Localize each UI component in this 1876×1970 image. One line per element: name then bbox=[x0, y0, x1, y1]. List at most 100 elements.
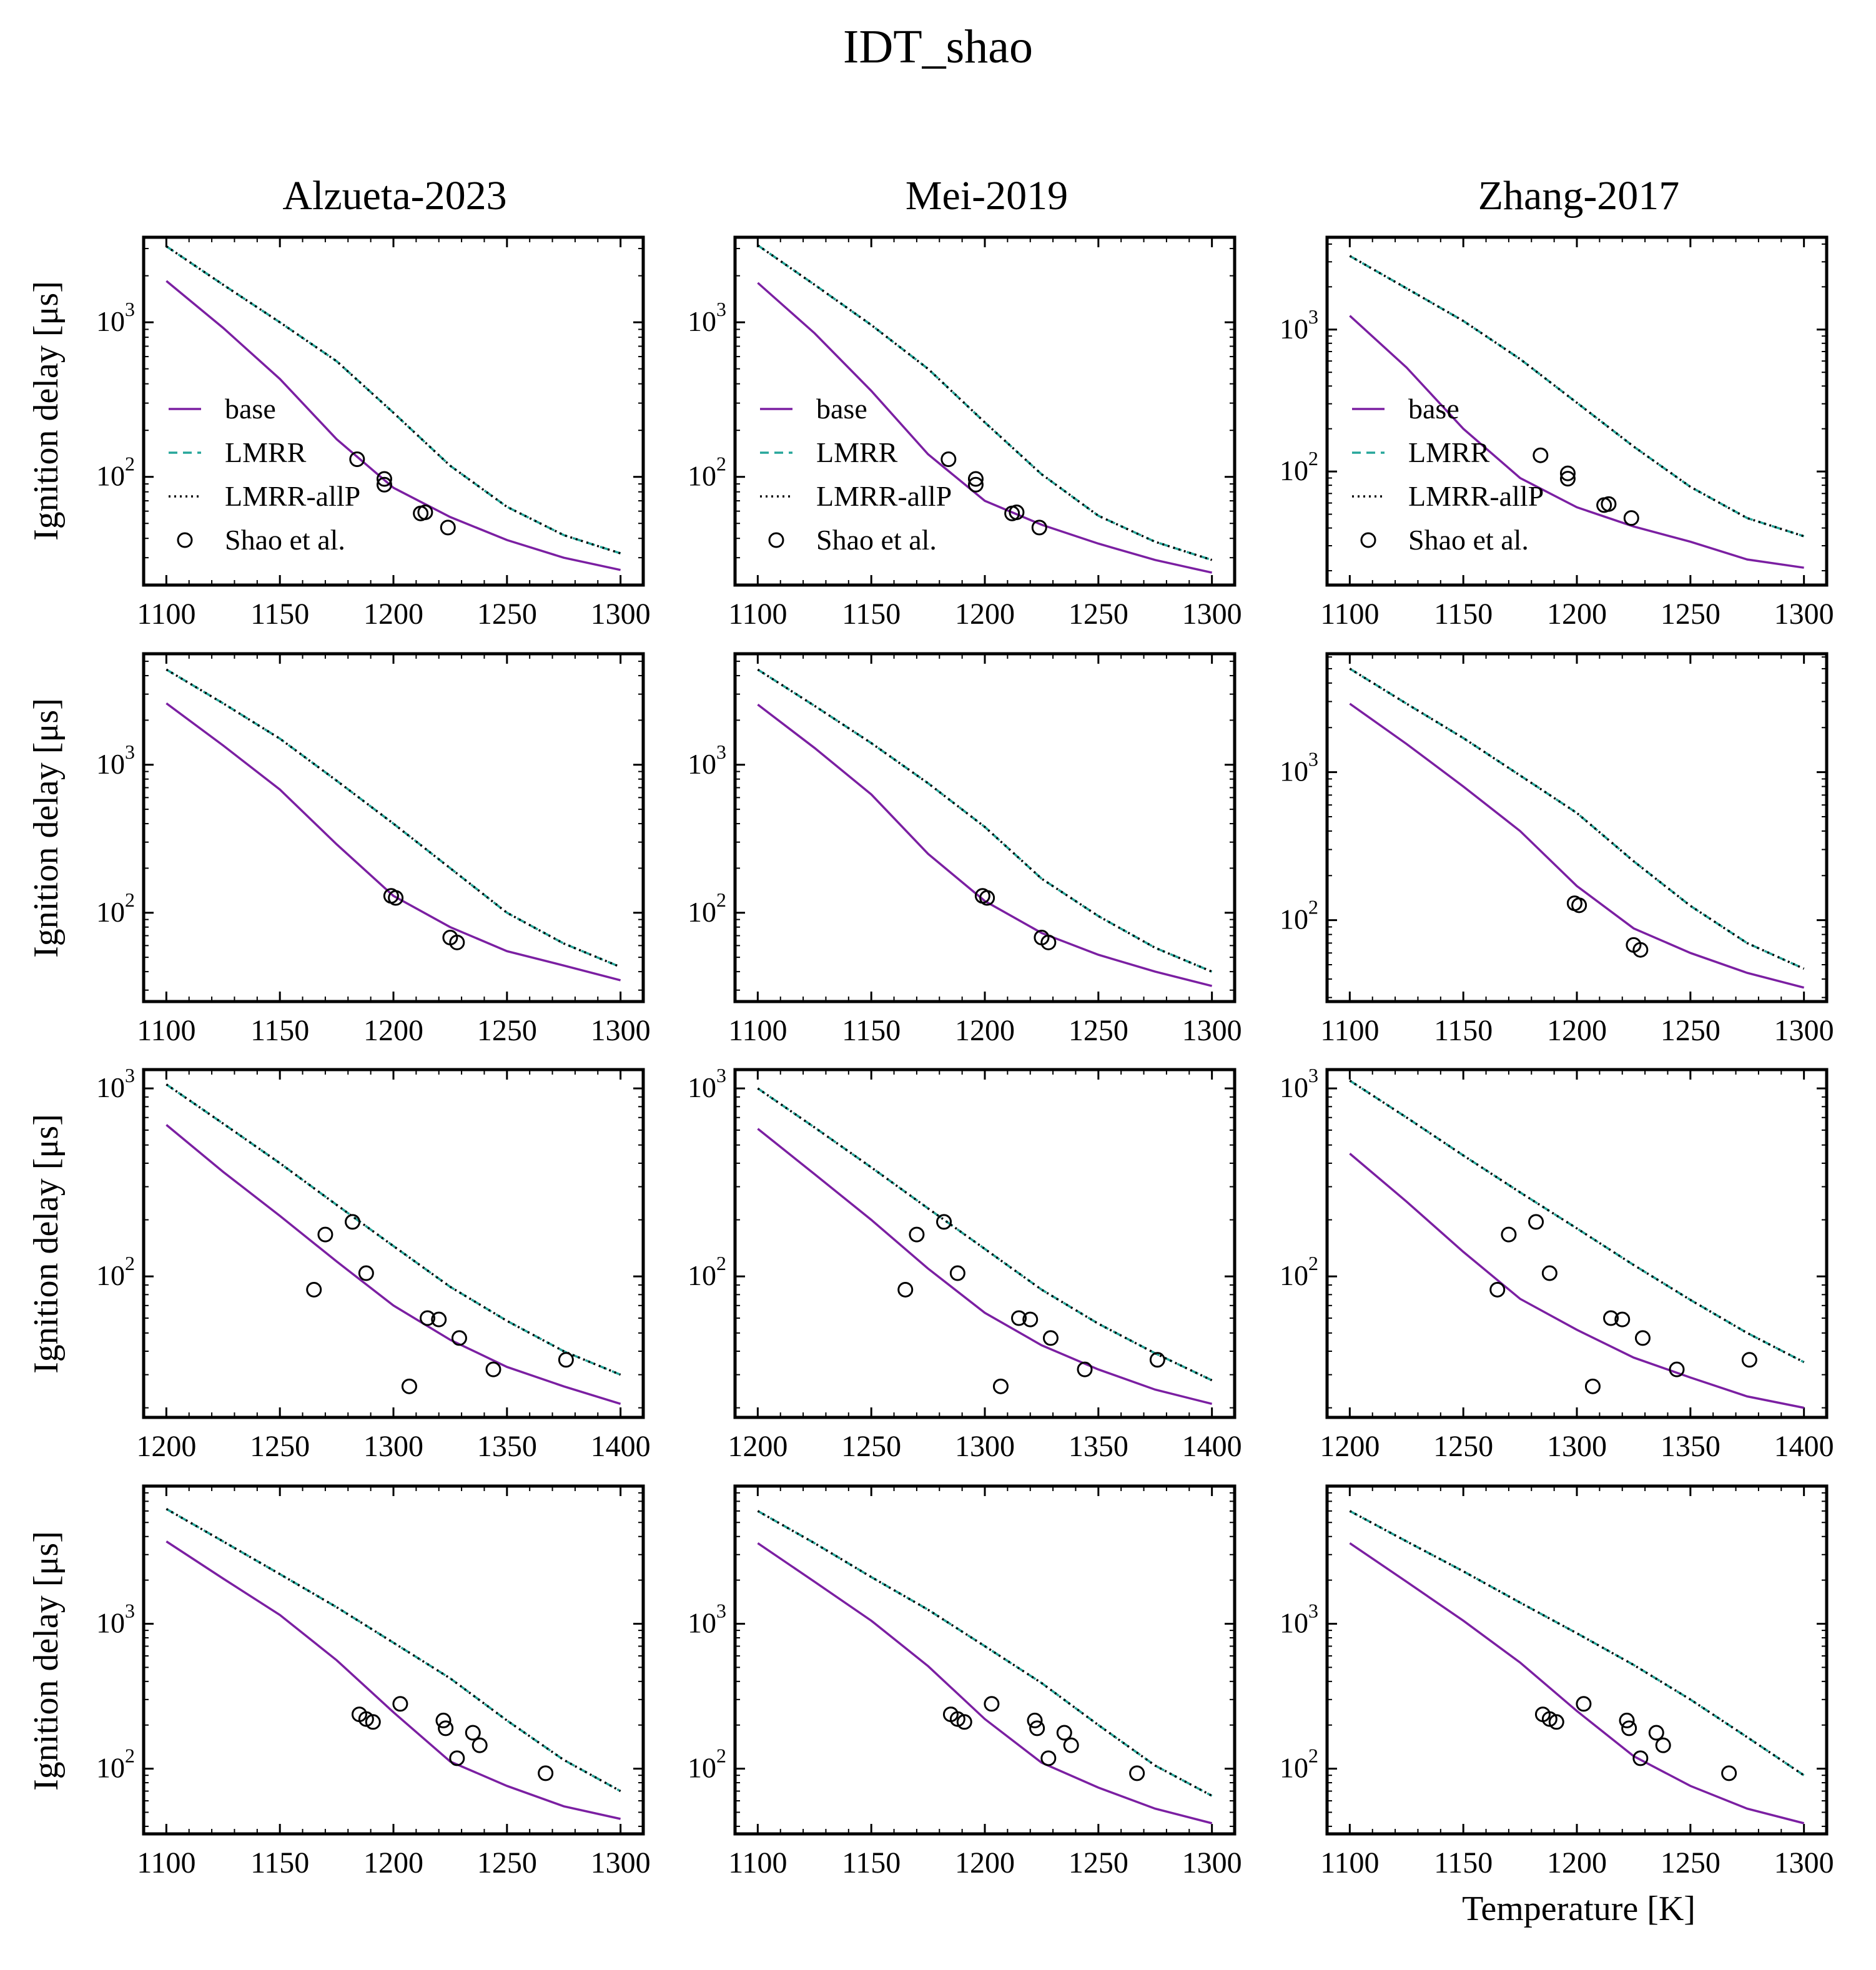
axes-frame bbox=[142, 1484, 645, 1836]
series-lmrr bbox=[1349, 667, 1805, 970]
series-lmrr bbox=[165, 1508, 621, 1793]
series-lmrr-allp bbox=[1349, 1510, 1805, 1776]
data-point bbox=[1149, 1352, 1165, 1368]
plot-area bbox=[757, 668, 1213, 987]
x-tick-label: 1300 bbox=[591, 598, 651, 631]
axes-frame bbox=[1325, 1484, 1829, 1836]
panel-2-2: 1200 1250 1300 1350 1400 102 103 bbox=[1280, 1064, 1834, 1463]
data-point bbox=[909, 1226, 925, 1243]
legend-label: LMRR bbox=[1408, 436, 1490, 468]
x-tick-label: 1200 bbox=[1547, 598, 1607, 631]
x-tick-label: 1150 bbox=[1434, 1846, 1493, 1879]
x-tick-label: 1300 bbox=[1774, 598, 1834, 631]
series-lmrr bbox=[1349, 1510, 1805, 1776]
series-lmrr-allp bbox=[757, 668, 1213, 973]
data-point bbox=[1489, 1281, 1506, 1298]
x-tick-label: 1200 bbox=[1320, 1430, 1380, 1463]
x-tick-label: 1400 bbox=[1182, 1430, 1242, 1463]
data-point bbox=[1501, 1226, 1517, 1243]
y-tick-label: 103 bbox=[688, 741, 726, 780]
data-point bbox=[438, 1720, 454, 1736]
x-tick-label: 1250 bbox=[477, 1014, 537, 1047]
x-tick-label: 1150 bbox=[1434, 598, 1493, 631]
plot-area bbox=[757, 1510, 1213, 1825]
data-point bbox=[1603, 1310, 1619, 1326]
x-tick-label: 1150 bbox=[842, 1846, 901, 1879]
data-point bbox=[1077, 1361, 1093, 1377]
data-point bbox=[435, 1712, 452, 1728]
legend-label: LMRR-allP bbox=[1408, 480, 1544, 512]
x-tick-label: 1400 bbox=[1774, 1430, 1834, 1463]
x-tick-label: 1300 bbox=[1182, 598, 1242, 631]
plot-area bbox=[165, 1083, 621, 1405]
series-lmrr-allp bbox=[1349, 255, 1805, 538]
series-lmrr bbox=[1349, 255, 1805, 538]
series-lmrr-allp bbox=[165, 1508, 621, 1793]
data-point bbox=[1601, 496, 1617, 512]
axes-frame bbox=[733, 652, 1237, 1003]
data-point bbox=[897, 1281, 914, 1298]
series-lmrr bbox=[165, 668, 621, 968]
panel-1-2: 1100 1150 1200 1250 1300 102 103 bbox=[1280, 652, 1834, 1047]
y-tick-label: 103 bbox=[1280, 305, 1318, 345]
y-tick-label: 103 bbox=[96, 298, 135, 337]
legend-label: LMRR-allP bbox=[816, 480, 952, 512]
legend-label: LMRR bbox=[816, 436, 898, 468]
data-point bbox=[1634, 1330, 1651, 1346]
plot-area bbox=[165, 1508, 621, 1820]
series-lmrr-allp bbox=[165, 1083, 621, 1376]
figure-title: IDT_shao bbox=[843, 21, 1033, 73]
y-axis-label-row-2: Ignition delay [μs] bbox=[27, 1114, 66, 1374]
series-base bbox=[757, 1542, 1213, 1825]
axes-frame bbox=[1325, 1068, 1829, 1419]
data-point bbox=[1031, 520, 1047, 536]
data-point bbox=[1559, 471, 1576, 487]
x-tick-label: 1200 bbox=[363, 1014, 423, 1047]
legend-label: Shao et al. bbox=[816, 524, 937, 556]
data-point bbox=[1632, 942, 1649, 958]
data-point bbox=[967, 476, 984, 493]
y-tick-label: 102 bbox=[1280, 447, 1318, 486]
x-tick-label: 1100 bbox=[1320, 1846, 1379, 1879]
data-point bbox=[984, 1696, 1000, 1712]
data-point bbox=[451, 1330, 467, 1346]
x-tick-label: 1150 bbox=[250, 598, 309, 631]
data-point bbox=[1559, 465, 1576, 481]
axes-frame bbox=[1325, 652, 1829, 1003]
panel-0-0: 1100 1150 1200 1250 1300 102 103 base LMRR LMRR-a… bbox=[96, 235, 651, 631]
x-tick-label: 1300 bbox=[1774, 1014, 1834, 1047]
data-point bbox=[440, 520, 456, 536]
data-point bbox=[1621, 1720, 1637, 1736]
series-lmrr-allp bbox=[757, 1087, 1213, 1382]
series-base bbox=[165, 1124, 621, 1405]
plot-area bbox=[1349, 1080, 1805, 1409]
series-lmrr-allp bbox=[1349, 1080, 1805, 1364]
series-lmrr-allp bbox=[757, 1510, 1213, 1797]
x-tick-label: 1100 bbox=[728, 598, 787, 631]
x-tick-label: 1100 bbox=[728, 1846, 787, 1879]
x-tick-label: 1350 bbox=[1661, 1430, 1720, 1463]
series-base bbox=[1349, 1542, 1805, 1825]
legend-label: Shao et al. bbox=[1408, 524, 1529, 556]
data-point bbox=[1541, 1265, 1558, 1281]
axes-frame bbox=[733, 1068, 1237, 1419]
y-tick-label: 102 bbox=[96, 453, 135, 492]
plot-area bbox=[1349, 1510, 1805, 1825]
legend-swatch-data bbox=[1360, 532, 1376, 548]
data-point bbox=[1548, 1714, 1564, 1730]
x-tick-label: 1200 bbox=[136, 1430, 196, 1463]
plot-area bbox=[165, 668, 621, 982]
plot-area bbox=[757, 244, 1213, 574]
x-tick-label: 1250 bbox=[1069, 598, 1128, 631]
data-point bbox=[1129, 1765, 1145, 1781]
y-tick-label: 102 bbox=[1280, 896, 1318, 935]
panel-0-1: 1100 1150 1200 1250 1300 102 103 base LMRR LMRR-a… bbox=[688, 235, 1242, 631]
data-point bbox=[1042, 1330, 1059, 1346]
column-title-1: Mei-2019 bbox=[906, 173, 1068, 219]
x-tick-label: 1200 bbox=[955, 598, 1015, 631]
data-point bbox=[1576, 1696, 1592, 1712]
column-title-2: Zhang-2017 bbox=[1478, 173, 1680, 219]
x-tick-label: 1200 bbox=[955, 1846, 1015, 1879]
data-point bbox=[449, 934, 465, 950]
